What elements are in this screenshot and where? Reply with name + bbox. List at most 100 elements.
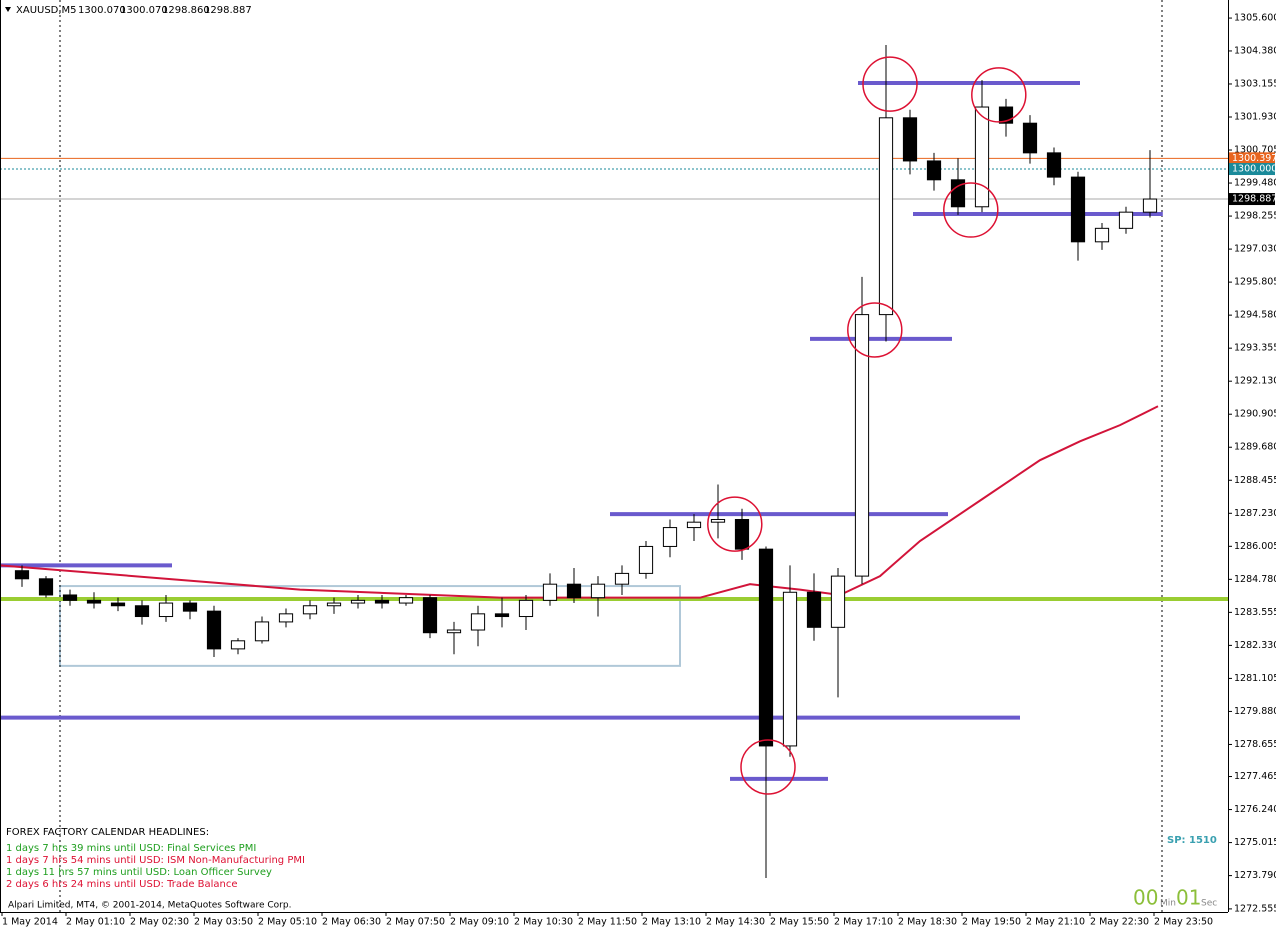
candle-body <box>230 640 246 650</box>
price-label-box <box>1229 163 1275 176</box>
price-label-box <box>1229 152 1275 165</box>
price-label: 1300.397 <box>1232 153 1276 164</box>
candle-body <box>542 583 558 601</box>
x-tick-label: 1 May 2014 <box>2 917 58 928</box>
x-tick-label: 2 May 17:10 <box>834 917 893 928</box>
candle-body <box>182 602 198 612</box>
calendar-item: 2 days 6 hrs 24 mins until USD: Trade Ba… <box>6 879 238 890</box>
y-tick-label: 1276.240 <box>1234 804 1276 815</box>
ohlc-open: 1300.070 <box>78 5 126 16</box>
candle-body <box>278 613 294 623</box>
price-label: 1300.000 <box>1232 164 1276 175</box>
candle-body <box>926 160 942 181</box>
y-tick-label: 1303.155 <box>1234 78 1276 89</box>
x-tick-label: 2 May 09:10 <box>450 917 509 928</box>
countdown-min-label: Min <box>1160 899 1176 909</box>
candle-body <box>350 599 366 604</box>
highlight-circle <box>707 496 763 552</box>
y-tick-label: 1295.805 <box>1234 277 1276 288</box>
candle-body <box>134 605 150 618</box>
candle-body <box>158 602 174 618</box>
y-tick-label: 1284.780 <box>1234 574 1276 585</box>
x-tick-label: 2 May 14:30 <box>706 917 765 928</box>
y-tick-label: 1304.380 <box>1234 45 1276 56</box>
y-tick-label: 1289.680 <box>1234 442 1276 453</box>
x-tick-label: 2 May 11:50 <box>578 917 637 928</box>
candle-body <box>950 179 966 208</box>
x-tick-label: 2 May 02:30 <box>130 917 189 928</box>
candle-body <box>470 613 486 631</box>
candle-body <box>1070 176 1086 243</box>
calendar-item: 1 days 7 hrs 39 mins until USD: Final Se… <box>6 843 256 854</box>
y-tick-label: 1298.255 <box>1234 211 1276 222</box>
candle-body <box>854 314 870 577</box>
x-tick-label: 2 May 03:50 <box>194 917 253 928</box>
x-tick-label: 2 May 10:30 <box>514 917 573 928</box>
candle-body <box>38 578 54 596</box>
highlight-circle <box>971 67 1027 123</box>
candle-body <box>974 106 990 208</box>
menu-arrow[interactable] <box>5 7 11 12</box>
candle-body <box>638 545 654 574</box>
candle-body <box>422 597 438 634</box>
copyright: Alpari Limited, MT4, © 2001-2014, MetaQu… <box>8 901 291 911</box>
calendar-item: 1 days 7 hrs 54 mins until USD: ISM Non-… <box>6 855 305 866</box>
candle-body <box>1118 211 1134 229</box>
x-tick-label: 2 May 06:30 <box>322 917 381 928</box>
candle-body <box>878 117 894 316</box>
candle-body <box>902 117 918 162</box>
y-tick-label: 1283.555 <box>1234 607 1276 618</box>
y-tick-label: 1272.555 <box>1234 903 1276 914</box>
y-tick-label: 1300.705 <box>1234 145 1276 156</box>
candle-body <box>782 591 798 747</box>
candle-body <box>110 602 126 607</box>
highlight-circle <box>740 739 796 795</box>
candle-body <box>62 594 78 601</box>
y-tick-label: 1277.465 <box>1234 771 1276 782</box>
ohlc-high: 1300.070 <box>120 5 168 16</box>
candle-body <box>398 597 414 604</box>
y-tick-label: 1292.130 <box>1234 376 1276 387</box>
y-tick-label: 1299.480 <box>1234 178 1276 189</box>
highlight-circle <box>862 56 918 112</box>
candle-body <box>206 610 222 650</box>
y-tick-label: 1273.790 <box>1234 870 1276 881</box>
calendar-title: FOREX FACTORY CALENDAR HEADLINES: <box>6 827 209 838</box>
y-tick-label: 1278.655 <box>1234 739 1276 750</box>
y-tick-label: 1297.030 <box>1234 244 1276 255</box>
x-tick-label: 2 May 01:10 <box>66 917 125 928</box>
plot-area <box>0 0 1228 912</box>
x-tick-label: 2 May 07:50 <box>386 917 445 928</box>
x-tick-label: 2 May 22:30 <box>1090 917 1149 928</box>
candle-body <box>686 521 702 529</box>
highlight-circle <box>943 182 999 238</box>
y-tick-label: 1294.580 <box>1234 310 1276 321</box>
candle-body <box>326 602 342 607</box>
countdown-min: 00 <box>1133 886 1158 910</box>
y-tick-label: 1286.005 <box>1234 541 1276 552</box>
candle-body <box>254 621 270 642</box>
y-tick-label: 1305.600 <box>1234 13 1276 24</box>
highlight-circle <box>847 302 903 358</box>
calendar-item: 1 days 11 hrs 57 mins until USD: Loan Of… <box>6 867 272 878</box>
price-label: 1298.887 <box>1232 194 1276 205</box>
candle-body <box>710 518 726 523</box>
candle-body <box>830 575 846 628</box>
countdown-sec: 01 <box>1176 886 1201 910</box>
y-tick-label: 1282.330 <box>1234 640 1276 651</box>
y-tick-label: 1279.880 <box>1234 706 1276 717</box>
y-tick-label: 1290.905 <box>1234 409 1276 420</box>
y-tick-label: 1301.930 <box>1234 111 1276 122</box>
candle-body <box>590 583 606 599</box>
x-tick-label: 2 May 15:50 <box>770 917 829 928</box>
candle-body <box>1022 122 1038 154</box>
ohlc-low: 1298.860 <box>162 5 210 16</box>
ohlc-close: 1298.887 <box>204 5 252 16</box>
spread: SP: 1510 <box>1167 835 1217 846</box>
symbol: XAUUSD,M5 <box>16 5 77 16</box>
candle-body <box>494 613 510 618</box>
x-tick-label: 2 May 18:30 <box>898 917 957 928</box>
x-tick-label: 2 May 13:10 <box>642 917 701 928</box>
price-label-box <box>1229 193 1275 206</box>
y-tick-label: 1293.355 <box>1234 343 1276 354</box>
